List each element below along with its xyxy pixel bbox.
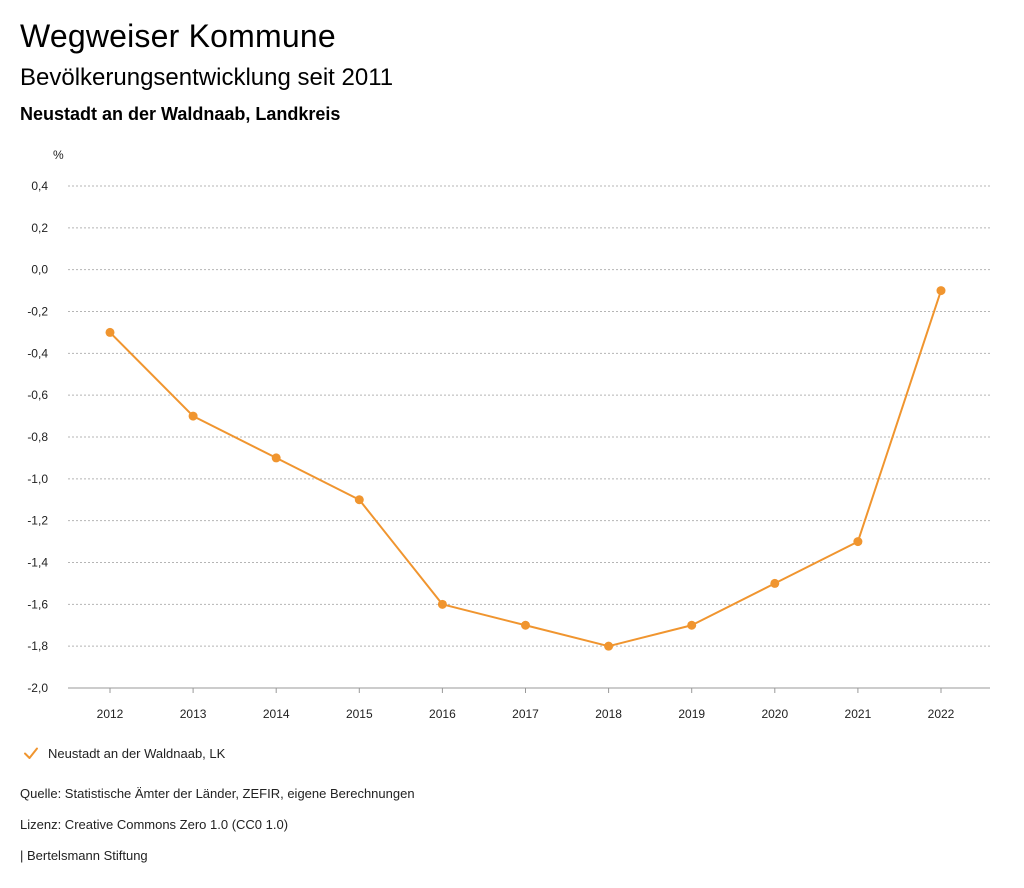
legend-label: Neustadt an der Waldnaab, LK — [48, 745, 226, 761]
region-name: Neustadt an der Waldnaab, Landkreis — [20, 104, 341, 124]
data-point[interactable] — [853, 537, 863, 547]
x-tick-label: 2018 — [595, 707, 622, 721]
legend[interactable]: Neustadt an der Waldnaab, LK — [22, 744, 225, 762]
data-point[interactable] — [105, 327, 115, 337]
data-point[interactable] — [936, 286, 946, 296]
y-tick-label: -0,2 — [27, 305, 48, 319]
data-point[interactable] — [188, 411, 198, 421]
y-tick-label: 0,0 — [31, 263, 48, 277]
x-tick-label: 2016 — [429, 707, 456, 721]
y-tick-label: -0,6 — [27, 388, 48, 402]
x-tick-label: 2014 — [263, 707, 290, 721]
y-tick-label: -0,4 — [27, 346, 48, 360]
data-point[interactable] — [354, 495, 364, 505]
data-point[interactable] — [604, 641, 614, 651]
y-tick-label: -1,4 — [27, 556, 48, 570]
y-axis-ticks: 0,4 0,2 0,0 -0,2 -0,4 -0,6 -0,8 -1,0 -1,2 -1,4 -1,… — [27, 179, 48, 695]
x-axis-ticks: 2012 2013 2014 2015 2016 2017 2018 2019 2020 2021… — [97, 688, 955, 721]
data-point[interactable] — [437, 599, 447, 609]
data-point[interactable] — [687, 620, 697, 630]
x-tick-label: 2017 — [512, 707, 539, 721]
data-point[interactable] — [770, 578, 780, 588]
series-line — [109, 290, 942, 648]
chart-subtitle: Bevölkerungsentwicklung seit 2011 — [20, 64, 394, 91]
license-text: Lizenz: Creative Commons Zero 1.0 (CC0 1… — [20, 817, 289, 832]
source-text: Quelle: Statistische Ämter der Länder, Z… — [20, 786, 415, 801]
grid-lines — [68, 185, 990, 689]
y-tick-label: -2,0 — [27, 681, 48, 695]
y-tick-label: -1,0 — [27, 472, 48, 486]
x-tick-label: 2020 — [761, 707, 788, 721]
series-layer — [105, 286, 946, 651]
y-tick-label: -1,8 — [27, 639, 48, 653]
y-tick-label: -1,2 — [27, 514, 48, 528]
y-tick-label: 0,4 — [31, 179, 48, 193]
y-tick-label: -1,6 — [27, 597, 48, 611]
x-tick-label: 2013 — [180, 707, 207, 721]
publisher-link[interactable]: | Bertelsmann Stiftung — [20, 848, 148, 863]
x-tick-label: 2019 — [678, 707, 705, 721]
x-tick-label: 2021 — [845, 707, 872, 721]
checkmark-icon — [24, 747, 38, 759]
data-point[interactable] — [271, 453, 281, 463]
line-chart: % 0,4 0,2 0,0 -0,2 -0,4 -0,6 -0,8 -1,0 -1,2 -1,4 -… — [27, 148, 990, 721]
x-tick-label: 2015 — [346, 707, 373, 721]
x-tick-label: 2012 — [97, 707, 124, 721]
x-tick-label: 2022 — [928, 707, 955, 721]
y-tick-label: 0,2 — [31, 221, 48, 235]
y-tick-label: -0,8 — [27, 430, 48, 444]
data-point[interactable] — [521, 620, 530, 630]
y-axis-unit-label: % — [53, 148, 64, 162]
page-title: Wegweiser Kommune — [20, 18, 336, 54]
